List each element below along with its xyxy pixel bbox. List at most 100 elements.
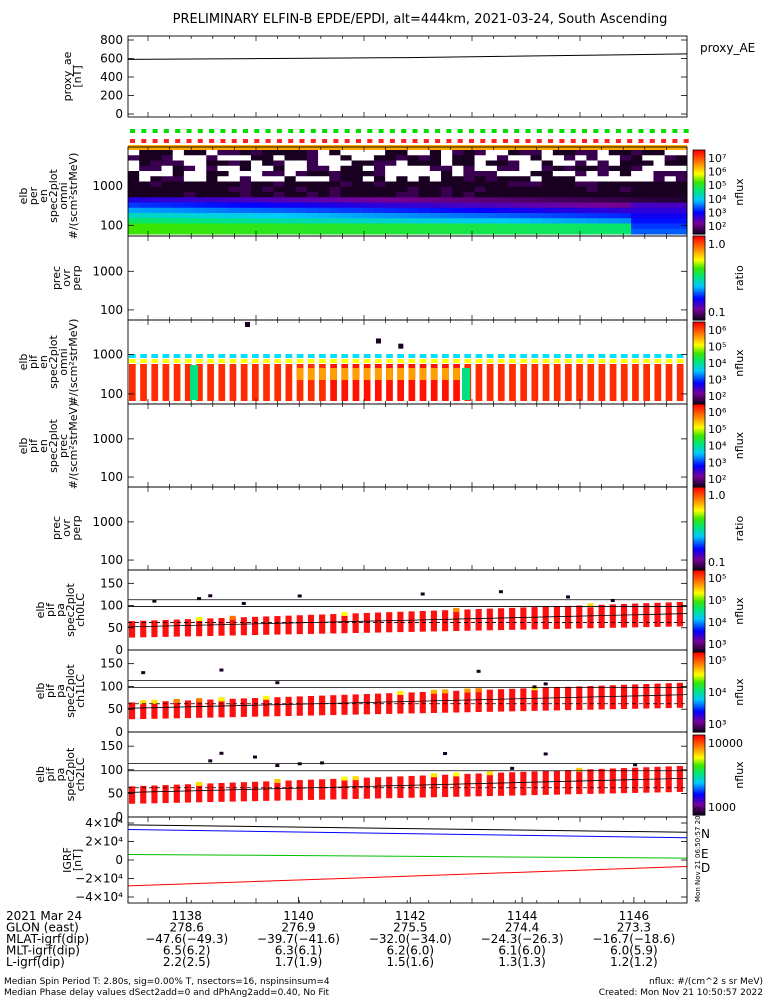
pa-column [587,605,594,629]
spec-cell [206,160,218,167]
flag-green [220,129,226,133]
pa-top [587,603,594,608]
spec-cell [441,218,453,224]
spec-cell [373,213,386,219]
band-cyan [632,354,639,358]
spec-cell [441,207,453,214]
pa-column [240,617,247,636]
spec-cell [575,223,587,230]
ylabel-line: en [37,355,50,369]
colorbar-cell [693,213,705,215]
spec-cell [619,160,632,167]
colorbar-cell [693,441,705,444]
axis-table-value: 273.3 [617,921,651,935]
y-tick-label: 100 [100,470,123,484]
colorbar-cell [693,759,705,761]
spec-cell [239,160,252,167]
flag-green [299,129,305,133]
spec-cell [284,202,297,209]
colorbar-cell [693,426,705,429]
spec-cell [128,155,140,161]
flag-red [389,139,395,143]
spec-cell [284,213,297,219]
spec-cell [250,223,263,230]
spec-cell [195,160,207,167]
y-tick-label: 800 [100,33,123,47]
spec-cell [496,192,509,198]
spec-cell [284,223,297,230]
flag-red [661,139,667,143]
y-tick-label: 1000 [92,264,123,278]
flag-green [548,129,554,133]
colorbar-tick: 1.0 [708,489,726,502]
band-yellow [442,359,449,363]
colorbar-cell [693,729,705,732]
ion-column [296,364,304,401]
colorbar-cell [693,765,705,768]
band-cyan [542,354,550,358]
pa-column [251,616,259,636]
flag-green [344,129,350,133]
band-yellow [296,359,304,363]
spec-cell [541,186,554,193]
spec-cell [608,202,621,209]
spec-cell [351,207,364,214]
colorbar-cell [693,516,705,519]
spec-cell [306,186,319,193]
colorbar-cell [693,208,705,211]
spec-cell [273,160,286,167]
spec-cell [273,223,286,230]
colorbar-cell [693,649,705,652]
colorbar-cell [693,531,705,534]
loss-cone-slope [127,694,688,709]
spec-cell [250,202,263,209]
pa-column [307,695,315,716]
spec-cell [575,171,587,177]
spec-cell [128,150,140,156]
spec-cell [564,207,576,214]
spec-cell [139,192,151,198]
colorbar-cell [693,180,705,183]
colorbar-cell [693,768,705,771]
band-cyan [151,354,159,358]
spec-cell [329,228,341,235]
colorbar-tick: 10⁵ [708,572,726,585]
spec-cell [206,186,218,193]
axis-table-value: 1142 [395,909,426,923]
pa-column [274,697,281,717]
spec-cell [642,218,654,224]
spec-cell [575,228,587,235]
pa-column [363,612,370,633]
spec-cell [373,207,386,214]
y-tick-label: 0 [115,853,123,867]
colorbar-cell [693,151,705,154]
pa-column [565,770,572,795]
colorbar-cell [693,504,705,507]
colorbar-cell [693,722,705,725]
band-yellow [151,359,159,363]
spec-cell [541,213,554,219]
spec-cell [608,165,621,172]
spec-cell [575,213,587,219]
igrf-legend-D: D [701,861,710,875]
colorbar-cell [693,424,705,427]
colorbar-label: ratio [733,516,746,542]
spec-cell [172,181,185,188]
spec-cell [664,176,677,182]
pa-column [620,768,628,794]
colorbar-cell [693,668,705,670]
colorbar-cell [693,276,705,279]
colorbar-cell [693,347,705,350]
spec-cell [284,171,297,177]
spec-cell [228,186,241,193]
spec-cell [318,228,330,235]
spec-cell [407,176,420,182]
colorbar-cell [693,478,705,481]
ylabel-line: elb [34,766,47,783]
spec-cell [362,218,375,224]
y-tick-label: 50 [108,786,123,800]
spec-cell [675,181,688,188]
colorbar-cell [693,171,705,173]
spec-cell [441,150,453,156]
